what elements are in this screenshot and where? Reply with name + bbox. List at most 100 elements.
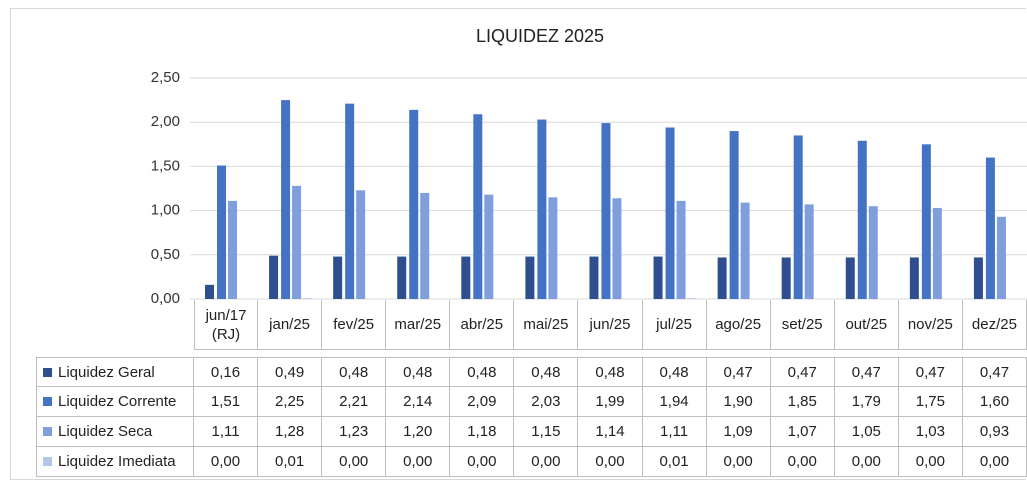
bar: [687, 298, 697, 299]
value-label: 2,03: [514, 387, 579, 417]
legend-swatch: [43, 457, 52, 466]
bar: [740, 202, 750, 299]
bar: [717, 257, 727, 299]
bar: [217, 165, 226, 299]
bar: [333, 256, 343, 299]
bar: [461, 256, 471, 299]
x-tick-label: ago/25: [706, 300, 771, 350]
legend-entry: Liquidez Geral: [36, 357, 194, 387]
value-label: 1,51: [194, 387, 259, 417]
bar: [973, 257, 983, 299]
value-label: 0,00: [962, 447, 1027, 477]
bar: [397, 256, 407, 299]
x-tick-label: fev/25: [322, 300, 387, 350]
value-label: 1,99: [578, 387, 643, 417]
legend-entry: Liquidez Corrente: [36, 387, 194, 417]
legend-entry: Liquidez Seca: [36, 417, 194, 447]
value-label: 1,75: [898, 387, 963, 417]
value-label: 0,00: [834, 447, 899, 477]
value-label: 1,20: [386, 417, 451, 447]
value-label: 0,00: [450, 447, 515, 477]
value-label: 1,90: [706, 387, 771, 417]
value-label: 2,21: [322, 387, 387, 417]
bar: [932, 207, 942, 299]
value-label: 0,48: [514, 357, 579, 387]
bar: [804, 204, 814, 299]
bar: [589, 256, 599, 299]
legend-swatch: [43, 427, 52, 436]
value-label: 1,05: [834, 417, 899, 447]
bar: [548, 197, 558, 299]
bar: [996, 216, 1006, 299]
legend-label: Liquidez Seca: [58, 423, 153, 440]
value-label: 0,48: [642, 357, 707, 387]
value-label: 1,11: [642, 417, 707, 447]
legend-label: Liquidez Corrente: [58, 393, 177, 410]
value-label: 1,60: [962, 387, 1027, 417]
value-label: 0,47: [962, 357, 1027, 387]
x-tick-label: mar/25: [386, 300, 451, 350]
value-label: 1,28: [258, 417, 323, 447]
value-label: 0,93: [962, 417, 1027, 447]
value-label: 1,94: [642, 387, 707, 417]
value-label: 1,11: [194, 417, 259, 447]
x-tick-label: dez/25: [962, 300, 1027, 350]
y-tick-label: 2,00: [151, 113, 180, 130]
value-label: 0,01: [642, 447, 707, 477]
bar: [921, 144, 931, 299]
value-label: 1,14: [578, 417, 643, 447]
bar: [420, 192, 430, 299]
value-label: 2,09: [450, 387, 515, 417]
bar: [537, 119, 547, 299]
x-tick-label: jun/25: [578, 300, 643, 350]
value-label: 0,49: [258, 357, 323, 387]
value-label: 0,47: [898, 357, 963, 387]
bar: [292, 185, 302, 299]
bar: [205, 284, 214, 299]
bar: [676, 200, 686, 299]
bar: [845, 257, 855, 299]
value-label: 0,00: [194, 447, 259, 477]
value-label: 0,00: [578, 447, 643, 477]
value-label: 2,25: [258, 387, 323, 417]
bar: [269, 255, 279, 299]
value-label: 0,16: [194, 357, 259, 387]
x-tick-label: nov/25: [898, 300, 963, 350]
x-tick-label: abr/25: [450, 300, 515, 350]
bar: [909, 257, 919, 299]
x-tick-label: mai/25: [514, 300, 579, 350]
value-label: 0,48: [578, 357, 643, 387]
legend-label: Liquidez Geral: [58, 363, 155, 381]
value-label: 0,00: [322, 447, 387, 477]
value-label: 0,48: [450, 357, 515, 387]
y-tick-label: 0,00: [151, 290, 180, 307]
bar: [409, 109, 419, 299]
value-label: 0,48: [322, 357, 387, 387]
value-label: 0,47: [770, 357, 835, 387]
value-label: 0,01: [258, 447, 323, 477]
value-label: 1,15: [514, 417, 579, 447]
value-label: 1,23: [322, 417, 387, 447]
value-label: 0,00: [386, 447, 451, 477]
bar: [525, 256, 535, 299]
legend-swatch: [43, 397, 52, 406]
bar: [857, 140, 867, 299]
value-label: 1,85: [770, 387, 835, 417]
x-tick-label: jan/25: [258, 300, 323, 350]
bar: [356, 190, 366, 299]
value-label: 0,47: [706, 357, 771, 387]
bar: [793, 135, 803, 299]
value-label: 1,03: [898, 417, 963, 447]
bar: [303, 298, 313, 299]
bar: [281, 100, 291, 299]
x-tick-label: set/25: [770, 300, 835, 350]
value-label: 1,09: [706, 417, 771, 447]
bar: [653, 256, 663, 299]
value-label: 0,00: [706, 447, 771, 477]
bar: [484, 194, 494, 299]
bar: [228, 200, 237, 299]
x-tick-label: jul/25: [642, 300, 707, 350]
bar: [473, 114, 483, 299]
